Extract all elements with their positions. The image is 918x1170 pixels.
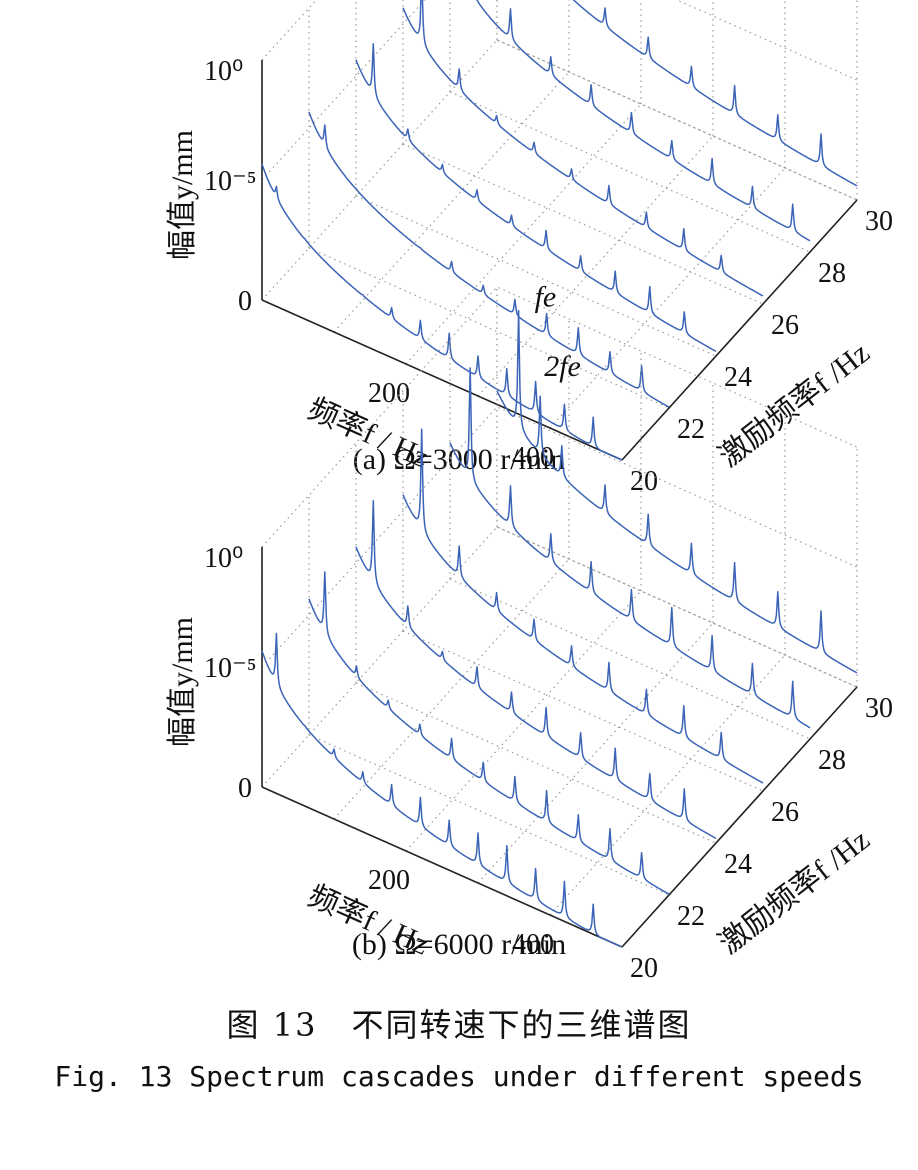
grid-line — [477, 622, 714, 884]
series-group — [261, 0, 858, 461]
grid-line — [261, 406, 858, 668]
y-tick-label: 26 — [771, 310, 799, 341]
series-line-28hz — [476, 0, 811, 242]
y-tick-label: 30 — [865, 206, 893, 237]
annotation-2fe: 2fe — [544, 350, 581, 383]
series-line-26hz — [402, 0, 764, 297]
grid — [261, 0, 858, 461]
y-tick-label: 30 — [865, 693, 893, 724]
y-axis — [621, 686, 858, 948]
z-axis-label: 幅值y/mm — [166, 617, 199, 747]
grid-line — [333, 71, 570, 333]
tick-labels: 200 400 20 22 24 26 28 30 10⁰ 10⁻⁵ 0 — [204, 543, 893, 984]
series-line-20hz — [261, 163, 623, 461]
grid-line — [477, 135, 714, 397]
grid-line — [261, 0, 858, 181]
x-tick-label: 200 — [368, 865, 410, 896]
axes — [261, 60, 858, 461]
series-line-30hz — [496, 309, 858, 674]
y-tick-label: 26 — [771, 797, 799, 828]
grid-line — [333, 558, 570, 820]
y-tick-label: 20 — [630, 953, 658, 984]
series-line-30hz — [572, 0, 858, 187]
x-tick-label: 400 — [512, 442, 554, 473]
x-axis — [261, 786, 623, 948]
z-tick-label: 0 — [238, 773, 252, 804]
y-axis — [621, 199, 858, 461]
series-line-24hz — [355, 499, 717, 840]
z-tick-label: 10⁰ — [204, 543, 243, 574]
y-tick-label: 28 — [818, 745, 846, 776]
y-tick-label: 20 — [630, 466, 658, 497]
grid-line — [549, 167, 786, 429]
grid-line — [549, 654, 786, 916]
z-tick-label: 0 — [238, 286, 252, 317]
z-tick-label: 10⁻⁵ — [204, 166, 257, 197]
series-line-26hz — [402, 428, 764, 784]
y-tick-label: 28 — [818, 258, 846, 289]
series-group — [261, 309, 858, 948]
x-tick-label: 400 — [512, 929, 554, 960]
z-tick-label: 10⁻⁵ — [204, 653, 257, 684]
grid-line — [405, 103, 642, 365]
series-line-28hz — [449, 367, 811, 729]
axes — [261, 547, 858, 948]
series-line-20hz — [261, 632, 623, 948]
z-tick-label: 10⁰ — [204, 56, 243, 87]
chart-panel-b: 200 400 20 22 24 26 28 30 10⁰ 10⁻⁵ 0 幅值y/mm 频率f / Hz… — [150, 281, 893, 987]
y-tick-label: 24 — [724, 362, 752, 393]
panel-b-caption: (b) Ω=6000 r/min — [351, 928, 567, 961]
tick-labels: 200 400 20 22 24 26 28 30 10⁰ 10⁻⁵ 0 — [204, 56, 893, 497]
y-tick-label: 22 — [677, 414, 705, 445]
z-axis-label: 幅值y/mm — [166, 130, 199, 260]
grid-line — [496, 526, 858, 688]
grid-line — [405, 590, 642, 852]
chart-panel-a: 200 400 20 22 24 26 28 30 10⁰ 10⁻⁵ 0 幅值y/mm 频率f / Hz… — [150, 0, 893, 500]
grid-line — [261, 39, 858, 301]
grid-line — [261, 286, 858, 548]
x-axis — [261, 299, 623, 461]
grid-line — [261, 526, 858, 788]
series-line-22hz — [308, 111, 670, 408]
series-line-24hz — [355, 42, 717, 353]
y-tick-label: 22 — [677, 901, 705, 932]
figure-caption-english: Fig. 13 Spectrum cascades under differen… — [54, 1060, 864, 1093]
series-line-22hz — [308, 571, 670, 895]
y-tick-label: 24 — [724, 849, 752, 880]
grid-line — [261, 0, 318, 61]
x-tick-label: 200 — [368, 378, 410, 409]
annotation-fe: fe — [535, 281, 557, 314]
figure-caption-chinese: 图 13 不同转速下的三维谱图 — [226, 1006, 692, 1044]
